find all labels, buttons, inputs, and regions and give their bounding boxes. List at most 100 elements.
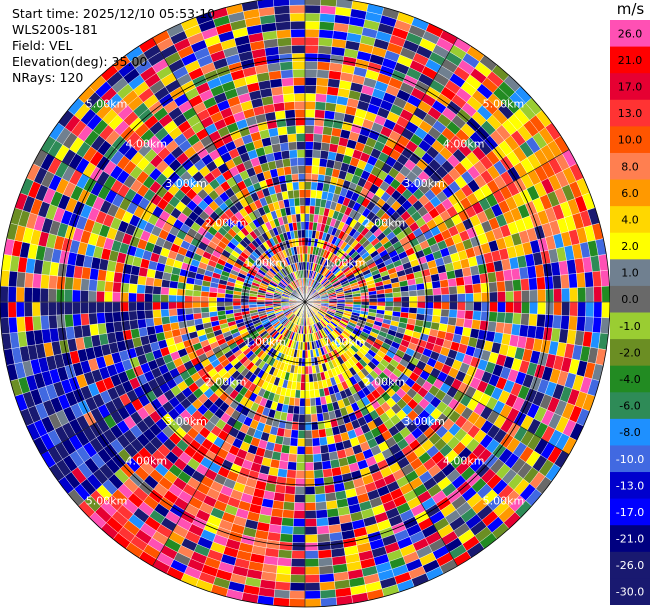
velocity-gate — [294, 205, 301, 215]
velocity-gate — [200, 301, 209, 308]
velocity-gate — [473, 292, 482, 303]
velocity-gate — [273, 0, 290, 7]
range-ring-label: 4.00km — [443, 137, 485, 150]
velocity-gate — [313, 461, 323, 471]
velocity-gate — [304, 422, 312, 431]
velocity-gate — [168, 308, 178, 317]
range-ring-label: 5.00km — [86, 98, 128, 111]
velocity-gate — [264, 301, 274, 305]
velocity-gate — [144, 285, 154, 295]
velocity-gate — [88, 301, 97, 314]
velocity-gate — [472, 283, 482, 294]
velocity-gate — [23, 287, 33, 303]
velocity-gate — [269, 78, 283, 89]
velocity-gate — [325, 499, 338, 510]
velocity-gate — [304, 109, 316, 118]
colorbar-tick-label: -1.0 — [619, 320, 640, 333]
velocity-gate — [560, 315, 570, 330]
velocity-gate — [318, 29, 334, 39]
velocity-gate — [56, 288, 65, 303]
velocity-gate — [601, 301, 610, 319]
colorbar-tick-label: 1.0 — [621, 267, 639, 280]
velocity-gate — [278, 45, 293, 55]
velocity-gate — [295, 213, 301, 223]
velocity-gate — [7, 301, 17, 318]
range-ring-label: 1.00km — [245, 256, 287, 269]
velocity-gate — [298, 406, 306, 415]
velocity-gate — [32, 315, 42, 331]
velocity-gate — [309, 381, 315, 391]
velocity-gate — [288, 445, 298, 455]
velocity-gate — [315, 93, 327, 103]
velocity-gate — [290, 566, 306, 576]
velocity-gate — [496, 311, 506, 324]
velocity-gate — [521, 301, 530, 314]
velocity-gate — [465, 293, 474, 303]
range-ring-label: 1.00km — [245, 336, 287, 349]
velocity-gate — [315, 501, 327, 511]
velocity-gate — [201, 311, 211, 319]
velocity-gate — [431, 315, 441, 324]
velocity-gate — [312, 149, 322, 159]
velocity-gate — [269, 515, 283, 526]
velocity-gate — [297, 165, 306, 174]
velocity-gate — [440, 308, 450, 318]
velocity-gate — [275, 573, 291, 583]
velocity-gate — [97, 269, 108, 282]
colorbar-tick-label: -26.0 — [616, 559, 644, 572]
velocity-gate — [274, 581, 291, 591]
velocity-gate — [408, 290, 418, 297]
velocity-gate — [200, 306, 210, 314]
velocity-gate — [585, 301, 595, 318]
velocity-gate — [216, 297, 225, 303]
velocity-gate — [276, 29, 292, 39]
velocity-gate — [40, 315, 50, 330]
velocity-gate — [316, 77, 329, 87]
velocity-gate — [31, 287, 41, 303]
velocity-gate — [274, 110, 286, 120]
velocity-gate — [440, 286, 450, 296]
velocity-gate — [272, 94, 285, 105]
velocity-gate — [304, 438, 313, 447]
velocity-gate — [104, 280, 114, 293]
velocity-gate — [521, 290, 530, 303]
velocity-gate — [304, 486, 316, 495]
colorbar-unit: m/s — [616, 0, 645, 18]
range-ring-label: 5.00km — [483, 98, 525, 111]
velocity-gate — [137, 275, 147, 286]
velocity-gate — [281, 77, 294, 87]
velocity-gate — [322, 126, 333, 136]
velocity-gate — [104, 301, 113, 313]
velocity-gate — [510, 267, 521, 281]
velocity-gate — [7, 286, 17, 303]
velocity-gate — [304, 341, 308, 351]
velocity-gate — [504, 280, 514, 292]
velocity-gate — [304, 598, 322, 608]
velocity-gate — [319, 573, 335, 583]
velocity-gate — [317, 53, 332, 63]
velocity-gate — [89, 323, 100, 337]
velocity-gate — [48, 314, 58, 329]
velocity-gate — [304, 534, 318, 543]
velocity-gate — [290, 558, 306, 568]
velocity-gate — [39, 287, 49, 303]
velocity-gate — [96, 280, 106, 292]
velocity-gate — [304, 125, 315, 134]
velocity-gate — [336, 299, 346, 303]
velocity-gate — [471, 274, 481, 285]
velocity-gate — [304, 398, 311, 407]
velocity-gate — [425, 301, 434, 309]
colorbar-tick-label: 26.0 — [618, 27, 643, 40]
velocity-gate — [577, 287, 587, 303]
velocity-gate — [322, 468, 333, 478]
velocity-gate — [471, 319, 481, 330]
velocity-gate — [497, 291, 506, 303]
velocity-gate — [317, 549, 332, 559]
velocity-gate — [417, 295, 426, 303]
velocity-gate — [304, 414, 312, 423]
velocity-gate — [327, 515, 341, 526]
velocity-gate — [309, 389, 316, 399]
velocity-gate — [15, 301, 25, 318]
velocity-gate — [518, 324, 529, 338]
velocity-gate — [520, 278, 530, 291]
